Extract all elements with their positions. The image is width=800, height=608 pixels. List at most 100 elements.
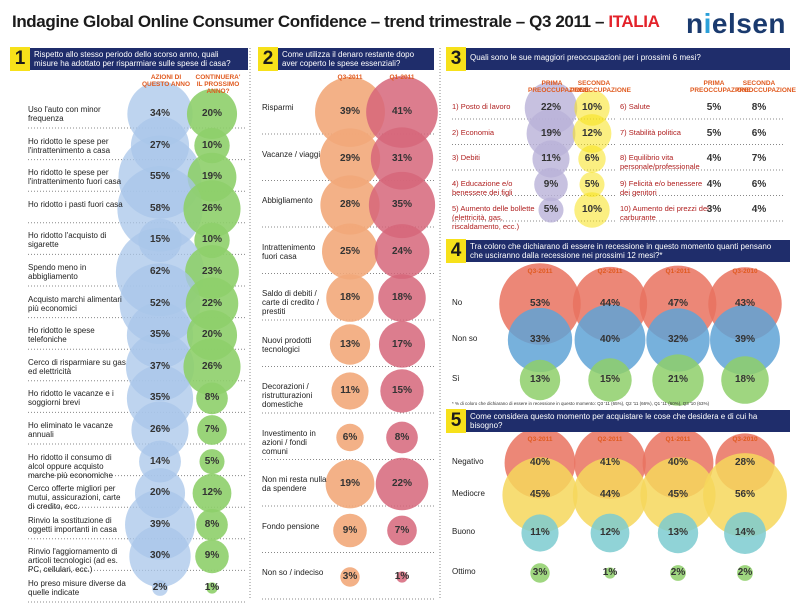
q2-bubble-q1-2011 (370, 127, 434, 190)
q1-value-next-year: 12% (201, 487, 222, 499)
q4-col-header: Q3-2011 (527, 268, 553, 275)
q3-bubble-seconda (579, 171, 605, 198)
q3-value-seconda: 4% (751, 204, 767, 215)
q2-value-q3-2011: 18% (339, 292, 360, 303)
q1-bubble-this-year (131, 401, 189, 459)
q2-value-q1-2011: 24% (391, 245, 412, 257)
q2-bubble-q1-2011 (374, 224, 430, 279)
q3-number: 3 (446, 47, 466, 71)
q3-bubble-prima (532, 140, 570, 178)
q1-row-label: Rinvio la sostituzione di oggetti import… (28, 515, 117, 534)
q1-row-label: Ho ridotto le spese telefoniche (28, 326, 95, 345)
q5-value: 12% (599, 527, 620, 538)
q5-col-header: Q1-2011 (665, 436, 691, 443)
q3-value-seconda: 6% (751, 127, 767, 139)
q3-row-label: 5) Aumento delle bollette (elettricità, … (452, 204, 535, 231)
q1-value-next-year: 23% (201, 266, 222, 277)
q5-value: 44% (599, 489, 620, 500)
q3-row-label: 3) Debiti (452, 153, 480, 162)
q2-bubble-q3-2011 (320, 175, 380, 235)
q1-value-next-year: 26% (201, 360, 222, 372)
q2-bubble-q1-2011 (386, 421, 418, 454)
q2-bubble-q3-2011 (322, 223, 378, 280)
q4-value: 13% (529, 374, 550, 385)
q5-value: 14% (734, 527, 755, 538)
q1-value-next-year: 7% (204, 424, 220, 435)
q4-value: 15% (599, 374, 620, 385)
q2-value-q3-2011: 19% (339, 478, 360, 489)
q5-bubble (590, 513, 630, 553)
q4-value: 40% (599, 334, 620, 345)
q3-value-prima: 5% (543, 204, 559, 215)
q2-value-q3-2011: 28% (339, 199, 360, 210)
q3-value-prima: 3% (706, 204, 722, 215)
q3-value-seconda: 10% (581, 102, 602, 113)
q5-value: 41% (599, 457, 620, 468)
q4-col-header: Q2-2011 (597, 268, 623, 275)
q3-value-prima: 5% (706, 127, 722, 139)
q1-value-next-year: 1% (204, 582, 220, 593)
q5-value: 45% (667, 489, 688, 500)
q1-bubble-next-year (186, 88, 238, 140)
q5-value: 40% (667, 457, 688, 468)
q3-value-seconda: 6% (751, 178, 767, 190)
q2-title: Come utilizza il denaro restante dopo av… (282, 50, 415, 68)
q2-value-q3-2011: 29% (339, 152, 360, 164)
q3-seconda-header-right: SECONDA PREOCCUPAZIONE (735, 80, 796, 94)
q1-row-label: Rinvio l'aggiornamento di articoli tecno… (28, 547, 118, 575)
q1-bubble-this-year (117, 166, 203, 252)
q3-value-prima: 4% (706, 178, 722, 190)
q1-value-this-year: 15% (149, 234, 170, 246)
q5-bubble (703, 453, 787, 537)
q5-bubble (572, 457, 648, 533)
q3-row-label: 1) Posto di lavoro (452, 102, 511, 111)
q2-row-label: Non so / indeciso (262, 568, 324, 577)
q4-col-header: Q3-2010 (732, 268, 758, 275)
q2-bubble-q3-2011 (325, 459, 375, 509)
q1-value-next-year: 20% (201, 108, 222, 119)
q1-bubble-next-year (196, 382, 228, 415)
q2-bubble-q1-2011 (380, 369, 424, 413)
q4-value: 39% (734, 334, 755, 345)
q1-value-this-year: 62% (149, 266, 170, 277)
q3-title: Quali sono le sue maggiori preoccupazion… (470, 53, 701, 62)
q4-header: 4 Tra coloro che dichiarano di essere in … (446, 239, 790, 263)
q3-value-seconda: 5% (584, 178, 600, 190)
q1-bubble-next-year (196, 508, 228, 541)
q3-value-prima: 22% (540, 102, 561, 113)
q3-bubble-prima (534, 167, 568, 202)
q1-bubble-this-year (152, 580, 168, 596)
q5-value: 13% (667, 527, 688, 538)
q4-row-label: Sì (452, 374, 460, 383)
q1-value-this-year: 37% (149, 360, 170, 372)
q1-value-this-year: 20% (149, 487, 170, 499)
q2-bubble-q1-2011 (378, 321, 426, 368)
q1-value-this-year: 27% (149, 139, 170, 151)
q3-row-label: 8) Equilibrio vita personale/professiona… (620, 153, 700, 171)
q1-row-label: Ho ridotto i pasti fuori casa (28, 199, 123, 209)
q5-row-label: Buono (452, 527, 476, 536)
q2-row-label: Intrattenimento fuori casa (262, 242, 316, 261)
q2-value-q3-2011: 6% (342, 431, 358, 443)
q2-col2-header: Q1-2011 (389, 74, 415, 81)
q2-value-q1-2011: 1% (394, 571, 410, 582)
q3-value-seconda: 6% (584, 153, 600, 164)
q4-number: 4 (446, 239, 466, 263)
q1-value-next-year: 19% (201, 171, 222, 183)
q2-row-label: Non mi resta nulla da spendere (262, 475, 327, 493)
q2-bubble-q1-2011 (366, 76, 438, 148)
q4-value: 47% (667, 298, 688, 309)
q2-bubble-q3-2011 (331, 372, 369, 410)
q1-bubble-next-year (206, 582, 218, 594)
q1-value-next-year: 9% (204, 550, 220, 562)
q1-bubble-next-year (195, 539, 229, 574)
q2-bubble-q3-2011 (326, 274, 374, 322)
q5-number: 5 (446, 409, 466, 433)
q4-bubble (574, 304, 646, 376)
q1-value-this-year: 14% (149, 455, 170, 467)
q2-row-label: Abbigliamento (262, 196, 313, 205)
q1-row-label: Ho ridotto il consumo di alcol oppure ac… (28, 452, 113, 480)
q2-number: 2 (258, 47, 278, 71)
q5-value: 2% (670, 567, 686, 578)
q1-value-this-year: 52% (149, 297, 170, 309)
